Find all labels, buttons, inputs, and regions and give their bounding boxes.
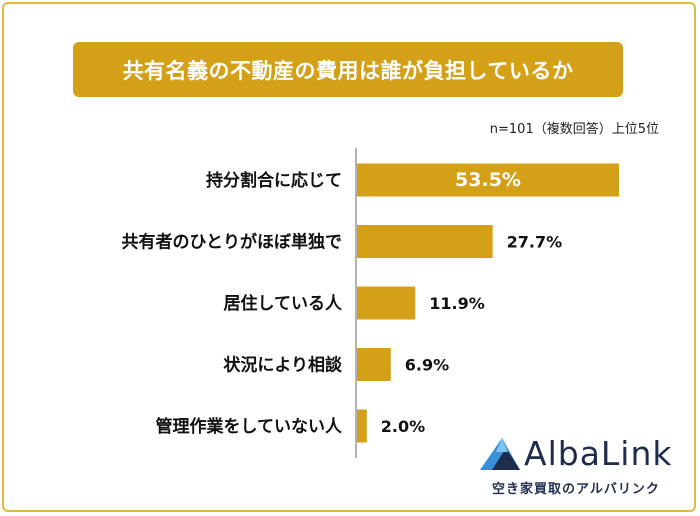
data-label: 53.5% (455, 169, 521, 191)
category-label: 管理作業をしていない人 (156, 416, 343, 437)
brand-tagline: 空き家買取のアルバリンク (492, 482, 660, 497)
category-label: 共有者のひとりがほぼ単独で (122, 232, 343, 253)
sample-note: n=101（複数回答）上位5位 (489, 122, 659, 137)
data-label: 2.0% (381, 417, 425, 436)
data-label: 11.9% (429, 294, 485, 313)
bar (357, 409, 367, 443)
bar (357, 225, 493, 258)
data-label: 27.7% (507, 233, 563, 252)
bar (357, 163, 619, 197)
category-label: 居住している人 (224, 293, 343, 314)
bars-layer: 持分割合に応じて 53.5% 共有者のひとりがほぼ単独で 27.7% 居住している人 11… (122, 163, 619, 443)
bar (357, 286, 416, 320)
data-label: 6.9% (405, 356, 449, 375)
category-label: 状況により相談 (223, 355, 343, 376)
brand-logo: AlbaLink 空き家買取のアルバリンク (474, 432, 684, 504)
title-banner: 共有名義の不動産の費用は誰が負担しているか (73, 42, 623, 97)
albalink-mountain-icon (480, 438, 520, 470)
chart-title: 共有名義の不動産の費用は誰が負担しているか (122, 58, 574, 83)
bar (357, 348, 391, 381)
brand-name: AlbaLink (524, 434, 673, 473)
category-label: 持分割合に応じて (206, 170, 342, 191)
